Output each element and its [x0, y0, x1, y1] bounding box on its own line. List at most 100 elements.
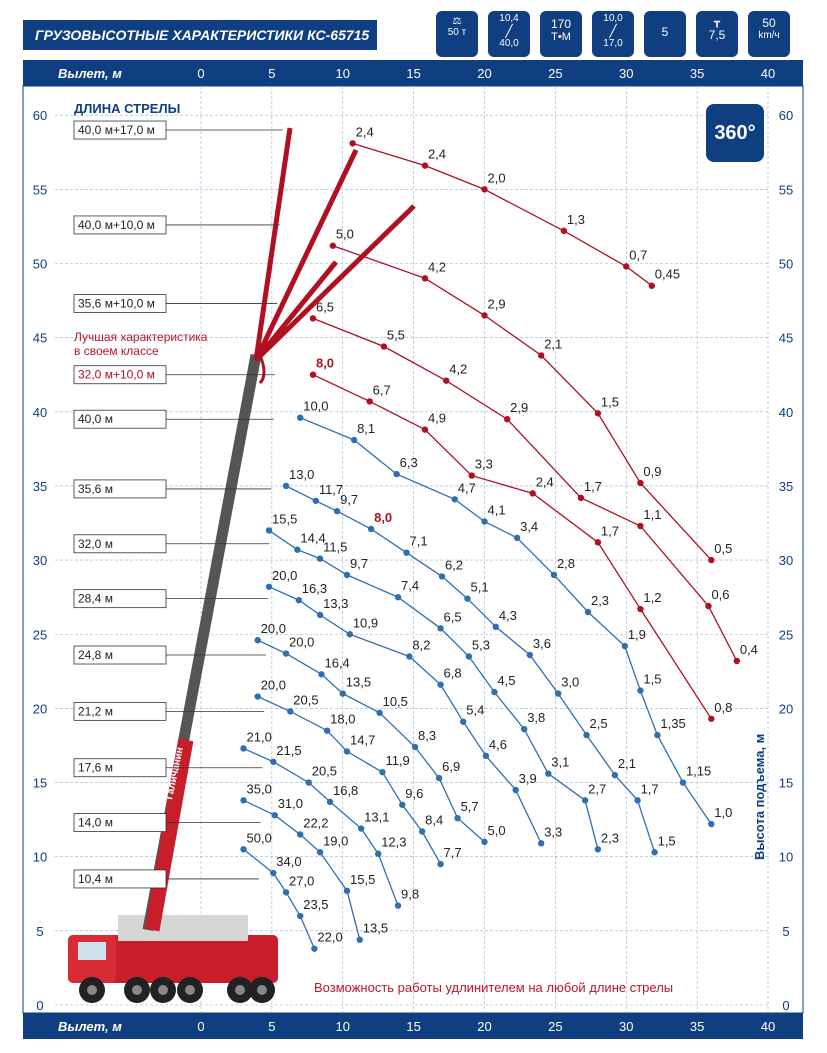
- data-point: [297, 414, 304, 421]
- data-point: [295, 596, 303, 604]
- x-tick-label-bottom: 20: [477, 1019, 491, 1034]
- series-line: [268, 586, 542, 844]
- boom-icon: 10,4 ╱ 40,0: [488, 11, 530, 57]
- data-point: [481, 838, 488, 846]
- series-400100: 5,0 4,2 2,9 2,1 1,5 0,9 0,5: [329, 227, 732, 564]
- data-label: 2,1: [618, 756, 636, 771]
- y-tick-label-right: 50: [779, 257, 793, 272]
- boom-length-text: 40,0 м+17,0 м: [78, 123, 155, 137]
- best-in-class-note: Лучшая характеристика в своем классе: [74, 330, 207, 358]
- data-point: [374, 850, 382, 857]
- data-point: [240, 797, 247, 804]
- data-point: [270, 758, 277, 765]
- page-title: ГРУЗОВЫСОТНЫЕ ХАРАКТЕРИСТИКИ КС-65715: [23, 20, 378, 50]
- data-label: 35,0: [247, 781, 272, 796]
- data-label: 3,3: [544, 824, 562, 839]
- data-label: 9,6: [405, 786, 423, 801]
- boom-length-text: 40,0 м+10,0 м: [78, 218, 155, 232]
- series-line: [285, 485, 656, 853]
- x-axis-title-top: Вылет, м: [58, 66, 122, 81]
- data-label: 6,5: [444, 609, 462, 624]
- series-line: [352, 142, 653, 287]
- data-point: [367, 525, 375, 533]
- data-label: 20,0: [272, 568, 297, 583]
- boom-length-text: 35,6 м: [78, 482, 113, 496]
- data-point: [454, 814, 461, 822]
- series-line: [268, 529, 599, 850]
- data-label: 1,35: [660, 716, 685, 731]
- data-label: 16,3: [302, 581, 327, 596]
- data-point: [437, 625, 444, 632]
- data-point: [311, 945, 318, 952]
- data-point: [294, 546, 301, 553]
- data-point: [443, 377, 450, 384]
- series-320: 15,514,411,59,7 7,4 6,5 5,3 4,5 3,8 3,1 2,7 2,3: [265, 511, 619, 853]
- y-tick-label-left: 30: [33, 553, 47, 568]
- badge-value: 5: [661, 25, 669, 39]
- y-tick-label-left: 15: [33, 776, 47, 791]
- boom-length-label: 14,0 м: [73, 813, 261, 832]
- data-point: [349, 140, 356, 147]
- crane-turret: [118, 915, 248, 941]
- data-point: [492, 623, 500, 631]
- data-point: [594, 846, 602, 853]
- data-point: [577, 494, 585, 502]
- data-label: 13,5: [346, 675, 371, 690]
- data-label: 3,6: [533, 636, 551, 651]
- data-point: [418, 828, 426, 835]
- data-label: 4,3: [499, 608, 517, 623]
- data-point: [503, 416, 511, 423]
- data-label: 8,0: [316, 356, 334, 371]
- data-label: 5,4: [466, 703, 484, 718]
- data-point: [357, 825, 365, 832]
- badge-value: 50 т: [447, 27, 467, 38]
- data-label: 13,1: [364, 810, 389, 825]
- data-label: 9,7: [350, 556, 368, 571]
- data-point: [316, 611, 324, 619]
- y-tick-label-right: 55: [779, 182, 793, 197]
- data-point: [679, 779, 687, 786]
- data-label: 6,3: [400, 455, 418, 470]
- series-line: [257, 695, 442, 865]
- data-label: 2,5: [590, 716, 608, 731]
- data-point: [380, 343, 388, 350]
- data-point: [297, 912, 304, 920]
- data-point: [254, 693, 261, 700]
- data-label: 10,5: [383, 694, 408, 709]
- data-label: 1,7: [601, 523, 619, 538]
- data-label: 12,3: [381, 835, 406, 850]
- data-label: 6,5: [316, 299, 334, 314]
- data-point: [545, 770, 552, 777]
- data-label: 11,7: [319, 482, 343, 497]
- data-label: 2,3: [591, 593, 609, 608]
- data-point: [584, 608, 592, 616]
- data-label: 2,7: [588, 781, 606, 796]
- boom-length-label: 35,6 м+10,0 м: [73, 294, 278, 313]
- data-point: [621, 642, 629, 650]
- data-label: 4,9: [428, 411, 446, 426]
- data-point: [538, 840, 545, 847]
- data-label: 9,8: [401, 887, 419, 902]
- data-label: 3,9: [519, 771, 537, 786]
- data-label: 0,8: [714, 700, 732, 715]
- badge-value: 40,0: [499, 38, 519, 49]
- boom-length-label: 17,6 м: [73, 758, 263, 778]
- y-tick-label-right: 0: [782, 998, 789, 1013]
- data-label: 1,5: [658, 833, 676, 848]
- x-tick-label-top: 5: [268, 66, 275, 81]
- x-tick-label-top: 10: [336, 66, 350, 81]
- badge-value: 10,4: [499, 13, 519, 24]
- data-label: 5,0: [336, 227, 354, 242]
- x-tick-label-bottom: 15: [406, 1019, 420, 1034]
- y-tick-label-left: 5: [36, 924, 43, 939]
- data-label: 4,7: [458, 480, 476, 495]
- series-356: 13,011,79,78,07,16,25,14,33,63,02,52,11,…: [282, 467, 676, 856]
- data-label: 6,9: [442, 759, 460, 774]
- y-tick-label-left: 60: [33, 108, 47, 123]
- data-label: 0,6: [711, 587, 729, 602]
- data-label: 8,0: [374, 510, 392, 525]
- footer-note: Возможность работы удлинителем на любой …: [314, 980, 674, 995]
- boom-length-text: 40,0 м: [78, 412, 113, 426]
- data-point: [594, 539, 602, 546]
- boom-length-label: 24,8 м: [73, 645, 267, 665]
